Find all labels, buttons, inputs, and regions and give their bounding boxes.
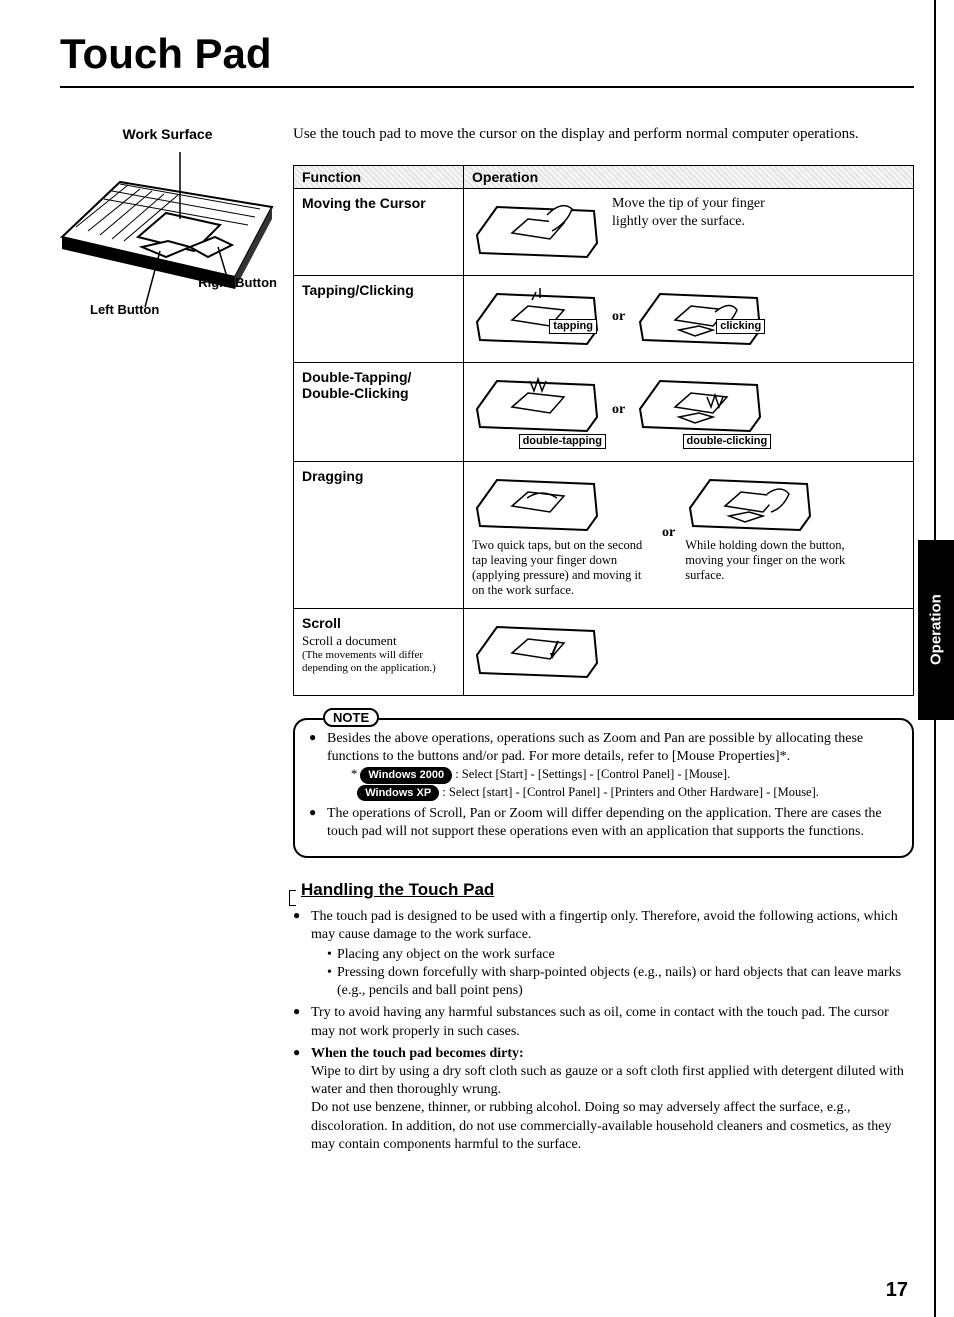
touchpad-icon (635, 282, 765, 352)
note-item: Besides the above operations, operations… (309, 730, 898, 801)
mini-diagram-drag1 (472, 468, 602, 538)
clicking-tag: clicking (716, 319, 765, 334)
dbltap-tag: double-tapping (519, 434, 606, 449)
op-cell-dragging: Two quick taps, but on the second tap le… (464, 462, 914, 609)
mini-diagram-dbltap: double-tapping (472, 369, 602, 451)
note-box: NOTE Besides the above operations, opera… (293, 718, 914, 858)
touchpad-diagram: Right Button Left Button (60, 147, 275, 317)
touchpad-icon (472, 615, 602, 685)
os-pill-win2000: Windows 2000 (360, 767, 452, 784)
right-button-label: Right Button (198, 275, 277, 290)
tapping-tag: tapping (549, 319, 597, 334)
func-cell-moving: Moving the Cursor (294, 189, 464, 276)
note-b1: Besides the above operations, operations… (327, 731, 863, 764)
touchpad-icon (472, 468, 602, 538)
function-table: Function Operation Moving the Cursor (293, 165, 914, 696)
dblclick-tag: double-clicking (683, 434, 772, 449)
or-text: or (612, 309, 625, 325)
handling-item: The touch pad is designed to be used wit… (293, 908, 914, 1001)
func-cell-scroll: Scroll Scroll a document (The movements … (294, 609, 464, 696)
scroll-subsmall: (The movements will differ depending on … (302, 649, 455, 675)
func-cell-tapping: Tapping/Clicking (294, 276, 464, 363)
note-item: The operations of Scroll, Pan or Zoom wi… (309, 805, 898, 841)
table-row: Dragging (294, 462, 914, 609)
handling-list: The touch pad is designed to be used wit… (293, 908, 914, 1154)
func-cell-double: Double-Tapping/ Double-Clicking (294, 363, 464, 462)
work-surface-label: Work Surface (60, 126, 275, 142)
handling-b3-p2: Do not use benzene, thinner, or rubbing … (311, 1100, 891, 1151)
note-os-line-1: * Windows 2000 : Select [Start] - [Setti… (351, 766, 898, 783)
handling-s1: Placing any object on the work surface (327, 946, 914, 964)
touchpad-icon (472, 282, 602, 352)
header-operation: Operation (464, 166, 914, 189)
touchpad-icon (685, 468, 815, 538)
touchpad-icon (472, 369, 602, 439)
op-cell-moving: Move the tip of your finger lightly over… (464, 189, 914, 276)
header-function: Function (294, 166, 464, 189)
page-title: Touch Pad (60, 30, 914, 78)
mini-diagram-tapping: tapping (472, 282, 602, 352)
moving-label: Moving the Cursor (302, 195, 455, 211)
page-number: 17 (886, 1279, 908, 1302)
laptop-icon (60, 147, 275, 317)
table-row: Tapping/Clicking tapping (294, 276, 914, 363)
note-label: NOTE (323, 708, 379, 727)
note-list: Besides the above operations, operations… (309, 730, 898, 842)
table-row: Double-Tapping/ Double-Clicking double-t… (294, 363, 914, 462)
page: Touch Pad Work Surface (0, 0, 954, 1317)
table-row: Scroll Scroll a document (The movements … (294, 609, 914, 696)
os2-text: : Select [start] - [Control Panel] - [Pr… (442, 785, 819, 799)
moving-desc: Move the tip of your finger lightly over… (612, 195, 802, 230)
content-columns: Work Surface (60, 126, 914, 1158)
side-tab-operation: Operation (918, 540, 954, 720)
mini-diagram-moving (472, 195, 602, 265)
handling-sublist: Placing any object on the work surface P… (311, 946, 914, 1001)
scroll-label: Scroll (302, 615, 455, 631)
handling-item: When the touch pad becomes dirty: Wipe t… (293, 1045, 914, 1154)
op-cell-double: double-tapping or double-click (464, 363, 914, 462)
tapping-label: Tapping/Clicking (302, 282, 455, 298)
handling-s2: Pressing down forcefully with sharp-poin… (327, 964, 914, 1000)
op-cell-tapping: tapping or clicking (464, 276, 914, 363)
table-header-row: Function Operation (294, 166, 914, 189)
os1-text: : Select [Start] - [Settings] - [Control… (455, 767, 730, 781)
intro-text: Use the touch pad to move the cursor on … (293, 126, 914, 143)
table-row: Moving the Cursor Move the tip (294, 189, 914, 276)
func-cell-dragging: Dragging (294, 462, 464, 609)
mini-diagram-clicking: clicking (635, 282, 765, 352)
drag-desc1: Two quick taps, but on the second tap le… (472, 538, 652, 598)
touchpad-icon (472, 195, 602, 265)
handling-header: Handling the Touch Pad (293, 880, 914, 900)
title-rule (60, 86, 914, 88)
mini-diagram-drag2 (685, 468, 815, 538)
handling-item: Try to avoid having any harmful substanc… (293, 1004, 914, 1040)
touchpad-icon (635, 369, 765, 439)
os-pill-winxp: Windows XP (357, 785, 439, 802)
handling-b3-p1: Wipe to dirt by using a dry soft cloth s… (311, 1064, 904, 1097)
or-text: or (612, 402, 625, 418)
handling-b3-head: When the touch pad becomes dirty: (311, 1046, 524, 1061)
or-text: or (662, 525, 675, 541)
double-label: Double-Tapping/ Double-Clicking (302, 369, 455, 401)
dragging-label: Dragging (302, 468, 455, 484)
mini-diagram-dblclick: double-clicking (635, 369, 765, 451)
scroll-sub: Scroll a document (302, 633, 455, 649)
right-column: Use the touch pad to move the cursor on … (293, 126, 914, 1158)
op-cell-scroll (464, 609, 914, 696)
drag-desc2: While holding down the button, moving yo… (685, 538, 865, 583)
handling-b1: The touch pad is designed to be used wit… (311, 909, 898, 942)
left-button-label: Left Button (90, 302, 159, 317)
diagram-column: Work Surface (60, 126, 275, 1158)
note-os-line-2: Windows XP : Select [start] - [Control P… (351, 784, 898, 801)
mini-diagram-scroll (472, 615, 602, 685)
